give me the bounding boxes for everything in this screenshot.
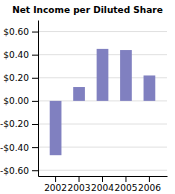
bar [97,49,109,101]
y-tick-label: -$0.60 [0,166,29,176]
x-tick: 2002 [44,176,67,193]
y-tick: $0.20 [3,73,38,83]
x-axis: 20022003200420052006 [39,176,168,193]
bar [144,75,156,100]
y-tick: $0.40 [3,50,38,60]
y-tick: $0.60 [3,27,38,37]
plot-area: -$0.60 -$0.40 -$0.20 $0.00 $0.20 $0.40 $0.60 20… [0,21,168,194]
x-tick-mark [55,176,56,182]
x-tick-label: 2006 [138,183,161,193]
x-tick: 2006 [138,176,161,193]
x-tick-label: 2004 [91,183,114,193]
x-tick-mark [149,176,150,182]
x-tick-mark [79,176,80,182]
x-tick: 2003 [68,176,91,193]
y-tick-label: $0.60 [3,27,29,37]
x-tick-mark [102,176,103,182]
y-tick-label: -$0.40 [0,142,29,152]
x-tick: 2004 [91,176,114,193]
y-tick-mark [32,170,38,171]
bar [73,87,85,101]
y-tick-mark [32,124,38,125]
y-axis-line [38,21,39,177]
x-tick-label: 2002 [44,183,67,193]
grid-line [38,31,167,32]
y-tick-mark [32,147,38,148]
x-tick: 2005 [115,176,138,193]
y-tick-mark [32,55,38,56]
x-tick-label: 2005 [115,183,138,193]
x-tick-mark [125,176,126,182]
y-tick-label: -$0.20 [0,119,29,129]
chart: -$0.60 -$0.40 -$0.20 $0.00 $0.20 $0.40 $0.60 20… [0,0,175,194]
grid-line [38,170,167,171]
y-axis: -$0.60 -$0.40 -$0.20 $0.00 $0.20 $0.40 $0.60 [0,21,39,177]
title: Net Income per Diluted Share [12,5,163,15]
y-tick: $0.00 [3,96,38,106]
y-tick: -$0.60 [0,166,38,176]
y-tick: -$0.20 [0,119,38,129]
grid [38,32,167,171]
y-tick-label: $0.40 [3,50,29,60]
bar [50,101,62,155]
bar [120,50,132,101]
y-tick-mark [32,101,38,102]
y-tick-mark [32,32,38,33]
bars [50,49,156,155]
y-tick-label: $0.00 [3,96,29,106]
y-tick: -$0.40 [0,142,38,152]
x-tick-label: 2003 [68,183,91,193]
y-tick-mark [32,78,38,79]
y-tick-label: $0.20 [3,73,29,83]
